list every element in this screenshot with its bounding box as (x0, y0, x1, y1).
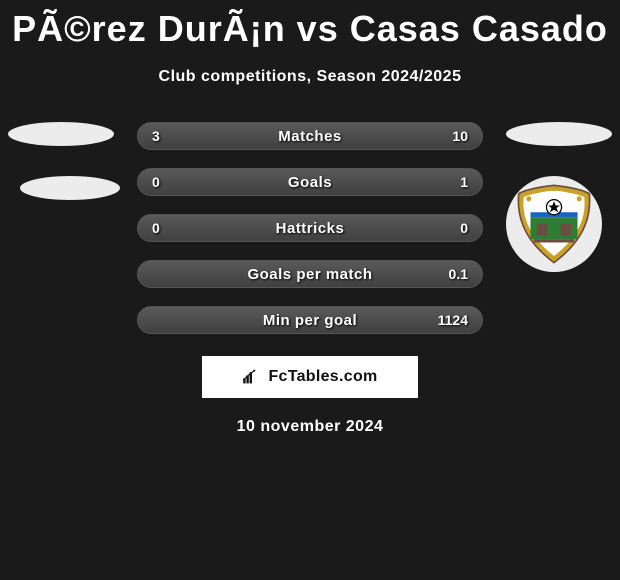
club-crest-right (506, 176, 602, 272)
stat-left-value: 0 (152, 220, 160, 236)
stat-right-value: 0 (460, 220, 468, 236)
stat-right-value: 1 (460, 174, 468, 190)
attribution-badge: FcTables.com (202, 356, 418, 398)
page-subtitle: Club competitions, Season 2024/2025 (0, 68, 620, 86)
stats-area: 3 Matches 10 0 Goals 1 0 Hattricks 0 Goa… (0, 122, 620, 436)
stat-row-matches: 3 Matches 10 (137, 122, 483, 150)
stat-right-value: 10 (452, 128, 468, 144)
stat-left-value: 0 (152, 174, 160, 190)
stats-bars: 3 Matches 10 0 Goals 1 0 Hattricks 0 Goa… (137, 122, 483, 334)
stat-row-hattricks: 0 Hattricks 0 (137, 214, 483, 242)
page-title: PÃ©rez DurÃ¡n vs Casas Casado (0, 0, 620, 50)
stat-label: Matches (278, 128, 342, 145)
crest-icon (512, 182, 596, 266)
stat-left-value: 3 (152, 128, 160, 144)
stat-row-goals-per-match: Goals per match 0.1 (137, 260, 483, 288)
stat-label: Goals (288, 174, 332, 191)
stat-right-value: 1124 (438, 312, 468, 328)
date-text: 10 november 2024 (0, 418, 620, 436)
attribution-text: FcTables.com (268, 368, 377, 386)
stat-label: Goals per match (247, 266, 372, 283)
stat-right-value: 0.1 (449, 266, 468, 282)
decorative-ellipse-left-1 (8, 122, 114, 146)
stat-row-min-per-goal: Min per goal 1124 (137, 306, 483, 334)
attribution-logo-icon (242, 369, 262, 385)
decorative-ellipse-left-2 (20, 176, 120, 200)
stat-row-goals: 0 Goals 1 (137, 168, 483, 196)
stat-label: Min per goal (263, 312, 357, 329)
decorative-ellipse-right-1 (506, 122, 612, 146)
stat-label: Hattricks (276, 220, 345, 237)
